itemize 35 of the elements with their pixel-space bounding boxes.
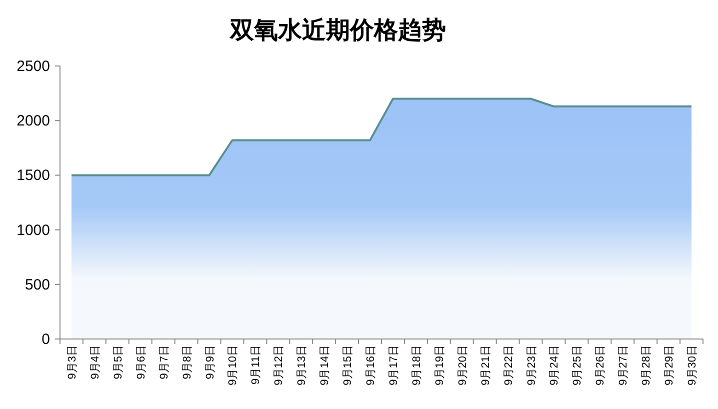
xtick: 9月4日 (89, 345, 102, 380)
xtick: 9月22日 (502, 345, 515, 386)
xtick: 9月25日 (572, 345, 584, 386)
xtick: 9月30日 (686, 345, 699, 386)
ytick: 1500 (16, 167, 50, 184)
ytick: 2500 (16, 58, 50, 75)
ytick: 500 (24, 276, 50, 294)
xtick: 9月12日 (273, 345, 286, 386)
ytick: 0 (42, 331, 50, 348)
xtick: 9月9日 (204, 345, 216, 380)
ytick: 1000 (16, 222, 50, 239)
ytick: 2000 (16, 112, 50, 130)
xtick: 9月18日 (410, 345, 423, 386)
xtick: 9月8日 (181, 345, 194, 380)
title: 双氧水近期价格趋势 (230, 17, 446, 44)
xtick: 9月23日 (526, 345, 538, 386)
xtick: 9月15日 (342, 345, 354, 386)
xtick: 9月13日 (296, 345, 308, 386)
xtick: 9月10日 (227, 345, 240, 386)
xtick: 9月28日 (640, 345, 653, 386)
xtick: 9月6日 (135, 345, 148, 380)
xtick: 9月14日 (319, 345, 332, 386)
xtick: 9月29日 (664, 345, 676, 386)
xtick: 9月26日 (594, 345, 607, 386)
xtick: 9月20日 (456, 345, 469, 386)
xtick: 9月7日 (158, 345, 170, 380)
xtick: 9月5日 (112, 345, 124, 380)
xtick: 9月21日 (480, 345, 492, 386)
xtick: 9月27日 (618, 345, 630, 386)
xtick: 9月3日 (66, 345, 78, 380)
xtick: 9月17日 (388, 345, 400, 386)
xtick: 9月24日 (548, 345, 561, 386)
xtick: 9月16日 (365, 345, 378, 386)
xtick: 9月11日 (250, 345, 262, 385)
xtick: 9月19日 (434, 345, 446, 386)
